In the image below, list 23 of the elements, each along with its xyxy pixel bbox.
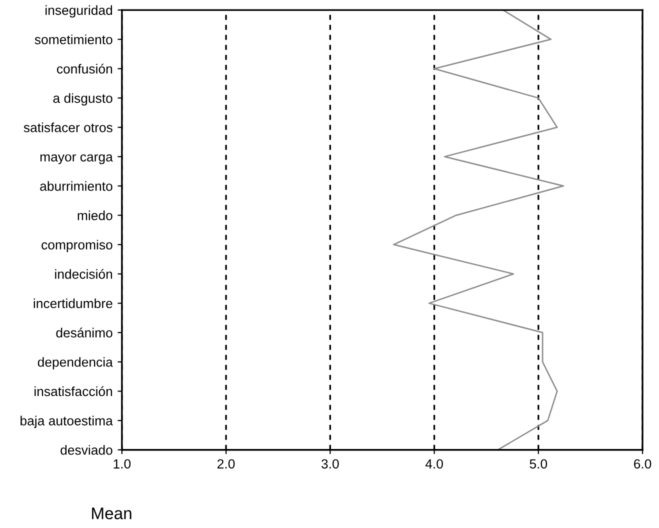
x-tick-label: 2.0	[218, 459, 235, 469]
y-tick-label: confusión	[56, 64, 112, 74]
y-tick-label: insatisfacción	[34, 386, 112, 396]
x-tick-label: 4.0	[425, 459, 443, 469]
y-tick-label: a disgusto	[53, 93, 112, 106]
y-tick-label: desánimo	[56, 328, 112, 338]
x-tick-label: 3.0	[321, 459, 339, 469]
y-tick-label: aburrimiento	[40, 181, 112, 191]
y-tick-label: incertidumbre	[34, 298, 112, 308]
x-tick-label: 6.0	[634, 459, 652, 469]
y-tick-label: dependencia	[38, 357, 113, 370]
y-tick-label: baja autoestima	[20, 416, 113, 428]
y-tick-label: indecisión	[55, 268, 112, 279]
y-tick-label: desviado	[60, 445, 112, 455]
y-tick-label: sometimiento	[34, 34, 112, 44]
y-tick-label: mayor carga	[40, 154, 113, 164]
x-axis-title: Mean	[92, 508, 132, 520]
y-tick-label: inseguridad	[46, 5, 112, 18]
x-tick-label: 1.0	[114, 459, 131, 469]
y-tick-label: compromiso	[42, 240, 112, 252]
y-tick-label: satisfacer otros	[24, 122, 112, 132]
x-tick-label: 5.0	[530, 459, 548, 469]
y-tick-label: miedo	[78, 210, 112, 220]
